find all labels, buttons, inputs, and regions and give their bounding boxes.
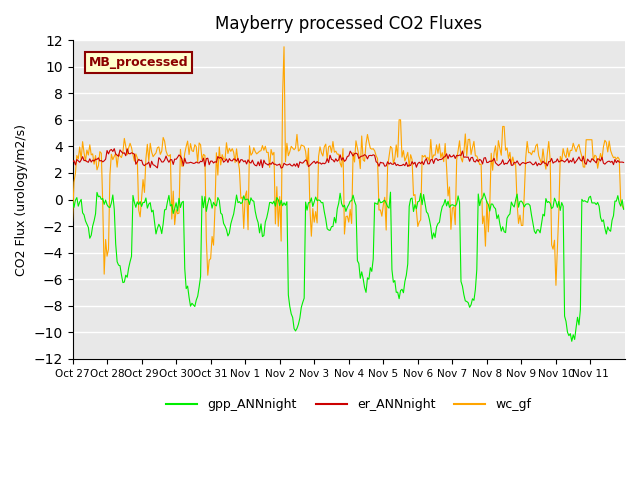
Text: MB_processed: MB_processed bbox=[89, 56, 189, 69]
Legend: gpp_ANNnight, er_ANNnight, wc_gf: gpp_ANNnight, er_ANNnight, wc_gf bbox=[161, 394, 536, 417]
Title: Mayberry processed CO2 Fluxes: Mayberry processed CO2 Fluxes bbox=[215, 15, 483, 33]
Y-axis label: CO2 Flux (urology/m2/s): CO2 Flux (urology/m2/s) bbox=[15, 123, 28, 276]
